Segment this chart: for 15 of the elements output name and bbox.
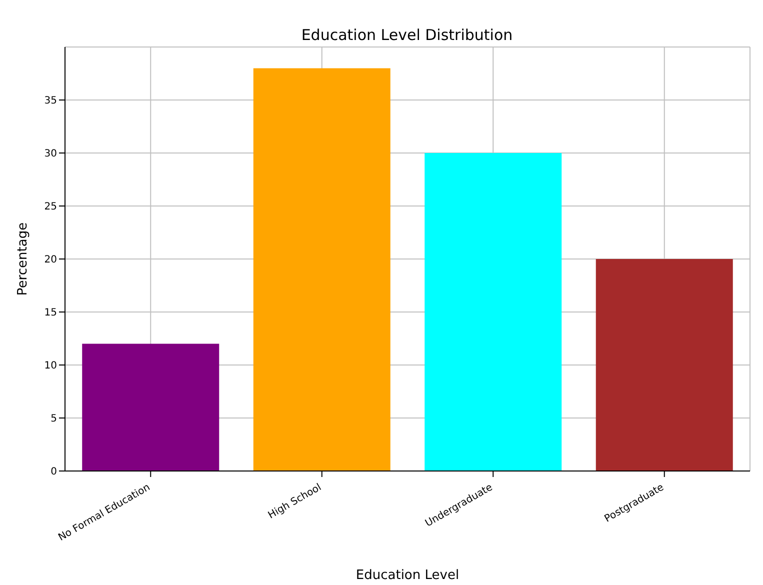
chart-title: Education Level Distribution [301,26,513,44]
y-tick-label: 30 [44,148,57,160]
bar [424,153,562,471]
bar [82,344,220,471]
y-axis-title: Percentage [16,222,31,296]
y-tick-label: 5 [50,414,57,425]
bar [596,259,733,471]
y-tick-label: 25 [44,202,57,213]
x-axis-title: Education Level [356,568,460,583]
y-tick-label: 10 [44,360,57,372]
y-tick-label: 20 [44,254,57,266]
y-tick-label: 35 [44,96,57,107]
y-tick-label: 0 [50,466,57,478]
y-tick-label: 15 [44,308,57,319]
bar [253,68,390,471]
